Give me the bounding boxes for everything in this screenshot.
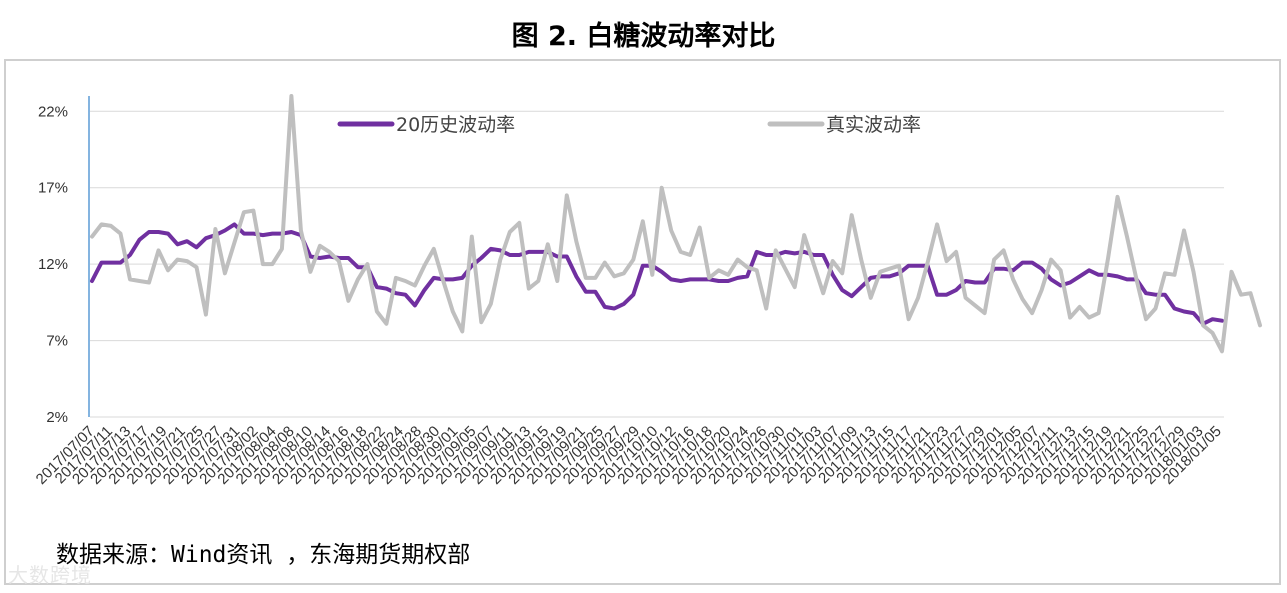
source-note: 数据来源：Wind资讯 ，东海期货期权部 (56, 542, 471, 568)
series-lines (90, 94, 1262, 354)
legend-label-1: 20历史波动率 (396, 114, 515, 136)
y-tick-label: 12% (38, 256, 68, 273)
y-tick-label: 2% (46, 409, 68, 426)
gridlines (90, 110, 1224, 418)
y-tick-label: 22% (38, 103, 68, 120)
y-tick-label: 7% (46, 333, 68, 350)
y-tick-labels: 2% 7% 12% 17% 22% (38, 103, 68, 426)
watermark: 大数跨境 (8, 563, 92, 587)
legend-label-2: 真实波动率 (826, 114, 921, 136)
chart-title: 图 2. 白糖波动率对比 (511, 21, 776, 52)
series-line-2 (90, 94, 1262, 354)
x-tick-labels: 2017/07/072017/07/112017/07/132017/07/17… (33, 423, 1225, 488)
y-tick-label: 17% (38, 180, 68, 197)
legend: 20历史波动率 真实波动率 (337, 114, 921, 136)
chart-frame (4, 59, 1281, 585)
series-line-1 (90, 222, 1224, 326)
